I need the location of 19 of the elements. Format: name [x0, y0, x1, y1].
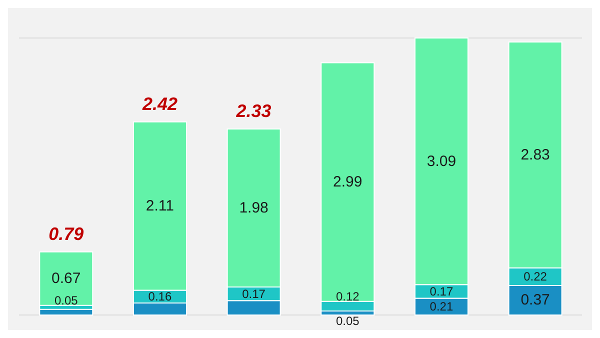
data-label: 0.05 — [54, 293, 78, 308]
total-label: 2.42 — [141, 94, 178, 114]
data-label: 0.67 — [52, 270, 81, 288]
data-label: 0.16 — [148, 290, 172, 304]
data-label: 0.22 — [524, 270, 548, 284]
data-label: 0.12 — [336, 289, 360, 304]
data-label: 0.17 — [242, 286, 266, 301]
data-label: 2.11 — [146, 198, 174, 215]
bar — [39, 251, 94, 306]
data-label: 2.83 — [520, 146, 550, 164]
data-label: 1.98 — [239, 200, 268, 217]
data-label: 2.99 — [333, 174, 362, 191]
total-label: 0.79 — [48, 224, 84, 244]
data-label: 0.21 — [430, 300, 454, 314]
data-label: 0.05 — [336, 314, 360, 328]
total-label: 2.33 — [235, 101, 272, 122]
data-label: 3.09 — [426, 152, 456, 170]
data-label: 0.17 — [430, 284, 454, 298]
data-label: 0.37 — [520, 292, 550, 309]
